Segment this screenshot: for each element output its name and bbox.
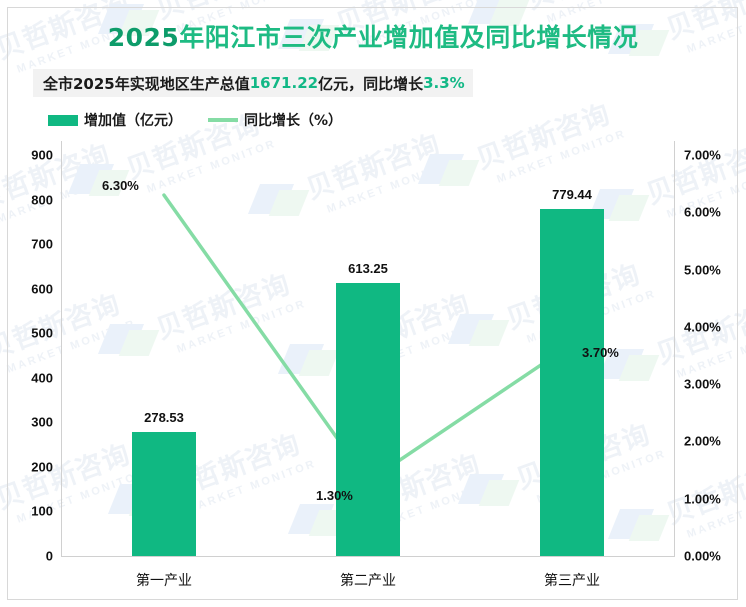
y2-axis-tick-label: 6.00% bbox=[684, 204, 721, 220]
chart-title-year: 2025 bbox=[107, 23, 180, 52]
line-point-label: 6.30% bbox=[102, 178, 139, 194]
y-axis-tick-label: 100 bbox=[31, 503, 53, 519]
y-axis-tick-label: 400 bbox=[31, 370, 53, 386]
chart-title-text: 年阳江市三次产业增加值及同比增长情况 bbox=[179, 23, 639, 52]
y2-axis-tick-label: 3.00% bbox=[684, 376, 721, 392]
y2-axis-tick-label: 4.00% bbox=[684, 319, 721, 335]
chart-title: 2025年阳江市三次产业增加值及同比增长情况 bbox=[0, 18, 746, 54]
legend-item-bar-label: 增加值（亿元） bbox=[84, 113, 182, 129]
subtitle-growth-value: 3.3% bbox=[423, 74, 465, 92]
y-axis-tick-label: 200 bbox=[31, 459, 53, 475]
subtitle-banner: 全市2025年实现地区生产总值 1671.22 亿元，同比增长 3.3% bbox=[33, 69, 473, 97]
bar-2[interactable] bbox=[336, 282, 400, 556]
x-axis-tick-label: 第三产业 bbox=[544, 573, 600, 589]
y2-axis-tick-label: 2.00% bbox=[684, 433, 721, 449]
bar-1[interactable] bbox=[132, 431, 196, 556]
y2-axis-tick-label: 7.00% bbox=[684, 147, 721, 163]
subtitle-prefix: 全市2025年实现地区生产总值 bbox=[43, 74, 250, 93]
y-axis-tick-label: 300 bbox=[31, 414, 53, 430]
y-axis-tick-label: 900 bbox=[31, 147, 53, 163]
y-axis-tick-label: 600 bbox=[31, 281, 53, 297]
left-axis-line bbox=[61, 141, 62, 557]
bar-value-label: 613.25 bbox=[348, 260, 388, 276]
y2-axis-tick-label: 1.00% bbox=[684, 491, 721, 507]
y-axis-tick-label: 700 bbox=[31, 236, 53, 252]
legend-bar-swatch-icon bbox=[48, 114, 78, 126]
y2-axis-tick-label: 0.00% bbox=[684, 548, 721, 564]
bar-value-label: 278.53 bbox=[144, 409, 184, 425]
line-point-label: 3.70% bbox=[582, 345, 619, 361]
x-axis-tick-label: 第一产业 bbox=[136, 573, 192, 589]
legend-item-line[interactable]: 同比增长（%） bbox=[208, 110, 342, 130]
y2-axis-tick-label: 5.00% bbox=[684, 262, 721, 278]
bar-3[interactable] bbox=[540, 208, 604, 556]
legend-item-line-label: 同比增长（%） bbox=[244, 113, 343, 129]
plot-area: 0 100 200 300 400 500 600 700 800 900 0.00% 1.00% 2.… bbox=[31, 141, 721, 589]
x-axis-line bbox=[62, 556, 674, 557]
y-axis-tick-label: 0 bbox=[45, 548, 53, 564]
y-axis-tick-label: 500 bbox=[31, 325, 53, 341]
subtitle-middle: 亿元，同比增长 bbox=[318, 74, 424, 93]
x-axis-tick-label: 第二产业 bbox=[340, 573, 396, 589]
y-axis-tick-label: 800 bbox=[31, 192, 53, 208]
chart-legend: 增加值（亿元） 同比增长（%） bbox=[48, 110, 342, 130]
legend-line-swatch-icon bbox=[208, 118, 238, 122]
legend-item-bar[interactable]: 增加值（亿元） bbox=[48, 110, 182, 130]
line-point-label: 1.30% bbox=[316, 487, 353, 503]
right-axis-line bbox=[674, 141, 675, 557]
bar-value-label: 779.44 bbox=[552, 186, 592, 202]
subtitle-total-value: 1671.22 bbox=[249, 74, 319, 92]
